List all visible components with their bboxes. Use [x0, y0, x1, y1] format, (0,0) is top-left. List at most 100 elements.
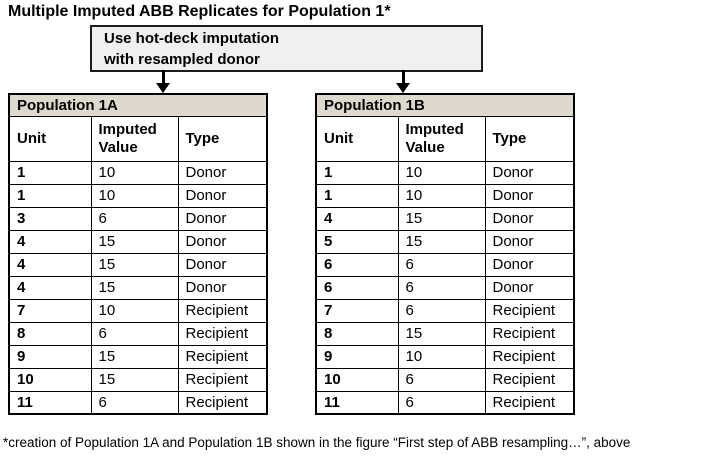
- process-box-line2: with resampled donor: [104, 51, 260, 68]
- table-row: 6 6 Donor: [315, 252, 575, 277]
- type-cell: Donor: [484, 160, 575, 185]
- arrow-stem: [401, 70, 405, 83]
- imputed-value-cell: 6: [90, 390, 179, 415]
- arrow-head: [396, 83, 410, 93]
- table-row: 1 10 Donor: [315, 160, 575, 185]
- arrow-down-right-icon: [396, 70, 410, 93]
- imputed-value-cell: 6: [397, 298, 486, 323]
- imputed-value-cell: 15: [90, 275, 179, 300]
- column-header-type: Type: [484, 115, 575, 162]
- unit-cell: 7: [8, 298, 92, 323]
- table-row: 3 6 Donor: [8, 206, 268, 231]
- type-cell: Donor: [177, 252, 268, 277]
- table-row: 4 15 Donor: [8, 229, 268, 254]
- imputed-value-cell: 10: [397, 183, 486, 208]
- imputed-value-cell: 15: [397, 206, 486, 231]
- footnote: *creation of Population 1A and Populatio…: [3, 435, 631, 450]
- table-row: 11 6 Recipient: [315, 390, 575, 415]
- unit-cell: 5: [315, 229, 399, 254]
- type-cell: Donor: [177, 160, 268, 185]
- imputed-value-cell: 15: [90, 367, 179, 392]
- process-box: Use hot-deck imputation with resampled d…: [90, 25, 483, 72]
- unit-cell: 6: [315, 252, 399, 277]
- table-header-row: Unit Imputed Value Type: [315, 115, 575, 162]
- imputed-value-cell: 15: [90, 229, 179, 254]
- table-row: 5 15 Donor: [315, 229, 575, 254]
- table-row: 8 6 Recipient: [8, 321, 268, 346]
- table-row: 1 10 Donor: [8, 183, 268, 208]
- unit-cell: 4: [8, 229, 92, 254]
- unit-cell: 1: [8, 160, 92, 185]
- imputed-value-cell: 6: [397, 275, 486, 300]
- unit-cell: 3: [8, 206, 92, 231]
- table-header-row: Unit Imputed Value Type: [8, 115, 268, 162]
- unit-cell: 1: [8, 183, 92, 208]
- table-row: 4 15 Donor: [8, 252, 268, 277]
- imputed-value-cell: 10: [90, 183, 179, 208]
- table-row: 1 10 Donor: [8, 160, 268, 185]
- type-cell: Recipient: [484, 321, 575, 346]
- type-cell: Donor: [484, 275, 575, 300]
- unit-cell: 9: [8, 344, 92, 369]
- column-header-imputed-value: Imputed Value: [397, 115, 486, 162]
- type-cell: Donor: [177, 183, 268, 208]
- type-cell: Recipient: [484, 390, 575, 415]
- type-cell: Donor: [484, 252, 575, 277]
- column-header-unit: Unit: [8, 115, 92, 162]
- imputed-value-cell: 6: [90, 206, 179, 231]
- table-title: Population 1B: [315, 93, 575, 117]
- type-cell: Donor: [484, 206, 575, 231]
- table-row: 6 6 Donor: [315, 275, 575, 300]
- unit-cell: 11: [8, 390, 92, 415]
- type-cell: Recipient: [484, 367, 575, 392]
- type-cell: Recipient: [177, 367, 268, 392]
- type-cell: Donor: [484, 229, 575, 254]
- column-header-imputed-value: Imputed Value: [90, 115, 179, 162]
- type-cell: Donor: [177, 206, 268, 231]
- type-cell: Recipient: [177, 298, 268, 323]
- table-row: 9 15 Recipient: [8, 344, 268, 369]
- imputed-value-cell: 10: [397, 344, 486, 369]
- table-row: 10 15 Recipient: [8, 367, 268, 392]
- table-row: 8 15 Recipient: [315, 321, 575, 346]
- table-row: 10 6 Recipient: [315, 367, 575, 392]
- imputed-value-cell: 15: [397, 321, 486, 346]
- unit-cell: 4: [315, 206, 399, 231]
- type-cell: Recipient: [177, 390, 268, 415]
- imputed-value-cell: 15: [90, 344, 179, 369]
- type-cell: Recipient: [177, 321, 268, 346]
- unit-cell: 1: [315, 183, 399, 208]
- table-row: 7 10 Recipient: [8, 298, 268, 323]
- type-cell: Donor: [177, 229, 268, 254]
- column-header-unit: Unit: [315, 115, 399, 162]
- process-box-line1: Use hot-deck imputation: [104, 30, 280, 47]
- table-row: 9 10 Recipient: [315, 344, 575, 369]
- table-row: 4 15 Donor: [8, 275, 268, 300]
- type-cell: Recipient: [484, 344, 575, 369]
- imputed-value-cell: 6: [397, 252, 486, 277]
- imputed-value-cell: 15: [397, 229, 486, 254]
- table-caption-row: Population 1A: [8, 93, 268, 117]
- arrow-head: [156, 83, 170, 93]
- unit-cell: 11: [315, 390, 399, 415]
- type-cell: Recipient: [484, 298, 575, 323]
- unit-cell: 1: [315, 160, 399, 185]
- unit-cell: 7: [315, 298, 399, 323]
- unit-cell: 9: [315, 344, 399, 369]
- arrow-down-left-icon: [156, 70, 170, 93]
- figure-title: Multiple Imputed ABB Replicates for Popu…: [8, 3, 391, 20]
- population-1a-body: 1 10 Donor 1 10 Donor 3 6 Donor 4 15 Donor 4 15 Donor 4…: [8, 160, 268, 415]
- table-row: 1 10 Donor: [315, 183, 575, 208]
- type-cell: Recipient: [177, 344, 268, 369]
- imputed-value-cell: 6: [90, 321, 179, 346]
- unit-cell: 6: [315, 275, 399, 300]
- unit-cell: 4: [8, 275, 92, 300]
- unit-cell: 10: [8, 367, 92, 392]
- imputed-value-cell: 10: [90, 160, 179, 185]
- imputed-value-cell: 6: [397, 390, 486, 415]
- arrow-stem: [161, 70, 165, 83]
- population-1b-body: 1 10 Donor 1 10 Donor 4 15 Donor 5 15 Donor 6 6 Donor 6…: [315, 160, 575, 415]
- type-cell: Donor: [177, 275, 268, 300]
